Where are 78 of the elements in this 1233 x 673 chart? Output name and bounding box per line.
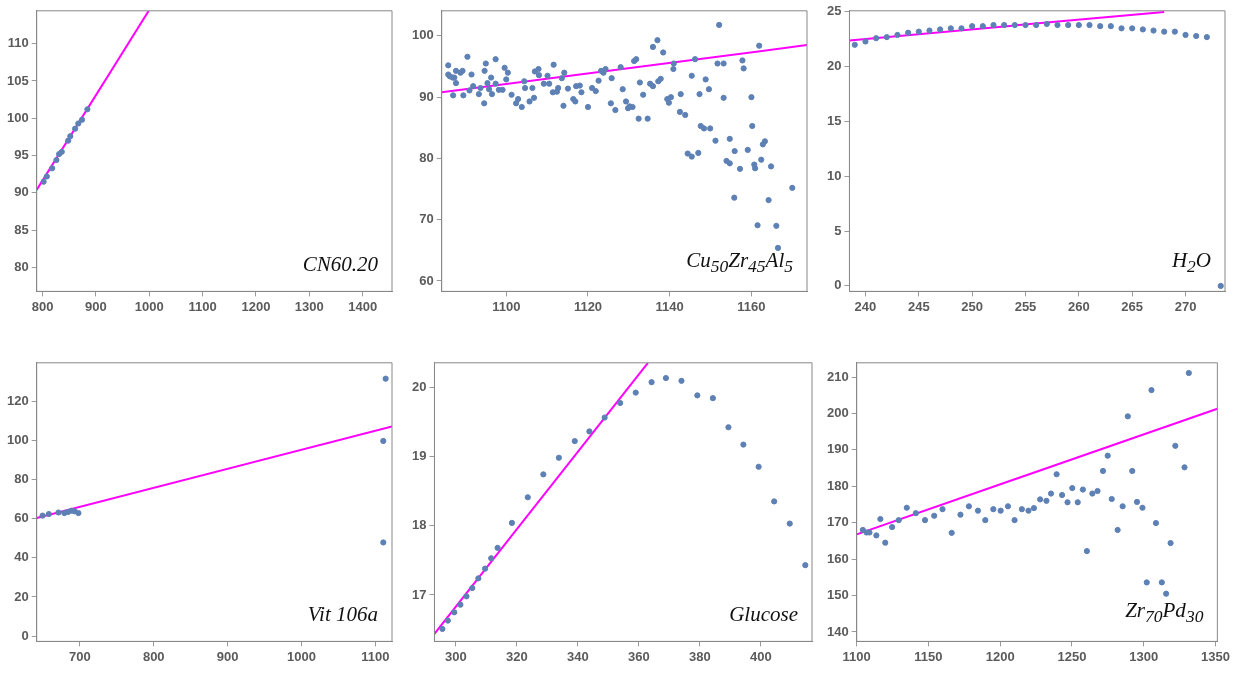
- y-tick-label: 80: [419, 150, 434, 166]
- x-tick-label: 1000: [286, 648, 316, 664]
- x-tick-label: 1120: [573, 298, 603, 314]
- y-tick-label: 200: [826, 405, 849, 420]
- y-tick-label: 120: [6, 392, 29, 408]
- y-tick-label: 19: [411, 447, 427, 463]
- y-tick-label: 150: [826, 587, 849, 603]
- y-tick-label: 17: [411, 586, 427, 602]
- x-tick-label: 1100: [188, 298, 217, 314]
- y-tick-label: 95: [14, 147, 29, 163]
- y-tick-label: 5: [834, 222, 842, 238]
- x-tick-label: 1160: [737, 298, 766, 314]
- y-tick-label: 20: [826, 58, 842, 74]
- y-tick-label: 40: [14, 549, 29, 565]
- y-tick-label: 100: [6, 431, 29, 447]
- y-tick-label: 10: [826, 167, 842, 183]
- x-tick-label: 300: [444, 648, 467, 664]
- y-tick-label: 110: [7, 35, 29, 51]
- y-tick-label: 105: [6, 72, 29, 88]
- y-tick-label: 60: [14, 510, 29, 526]
- x-tick-label: 260: [1067, 298, 1090, 314]
- x-tick-label: 1150: [914, 648, 943, 664]
- annotation: Vit 106a: [307, 602, 378, 628]
- x-tick-label: 340: [566, 648, 589, 664]
- y-tick-label: 70: [419, 211, 434, 227]
- x-tick-label: 1000: [134, 298, 164, 314]
- x-tick-label: 360: [627, 648, 650, 664]
- x-tick-label: 1200: [241, 298, 271, 314]
- x-tick-label: 255: [1014, 298, 1037, 314]
- x-tick-label: 800: [31, 298, 54, 314]
- y-tick-label: 160: [826, 550, 849, 566]
- x-tick-label: 700: [69, 648, 91, 664]
- x-tick-label: 900: [216, 648, 239, 664]
- y-tick-label: 190: [826, 441, 849, 457]
- x-tick-label: 800: [142, 648, 165, 664]
- x-tick-label: 270: [1174, 298, 1197, 314]
- x-tick-label: 1400: [348, 298, 378, 314]
- y-tick-label: 60: [419, 272, 434, 288]
- x-tick-label: 1250: [1057, 648, 1087, 664]
- x-tick-label: 265: [1121, 298, 1144, 314]
- y-tick-label: 20: [14, 588, 29, 604]
- x-tick-label: 380: [688, 648, 711, 664]
- y-tick-label: 20: [411, 378, 427, 394]
- y-tick-label: 90: [419, 88, 434, 104]
- x-tick-label: 900: [85, 298, 107, 314]
- x-tick-label: 245: [907, 298, 930, 314]
- x-tick-label: 320: [505, 648, 528, 664]
- annotation: Cu$_{50}$Zr$_{45}$Al$_{5}$: [686, 248, 793, 278]
- annotation: CN60.20: [302, 252, 378, 278]
- x-tick-label: 1140: [655, 298, 684, 314]
- x-tick-label: 1100: [361, 648, 390, 664]
- x-tick-label: 1200: [985, 648, 1015, 664]
- y-tick-label: 180: [826, 477, 849, 493]
- x-tick-label: 250: [961, 298, 983, 314]
- y-tick-label: 80: [14, 259, 29, 275]
- annotation: Glucose: [729, 602, 798, 628]
- y-tick-label: 100: [411, 27, 434, 43]
- annotation: Zr$_{70}$Pd$_{30}$: [1125, 598, 1204, 628]
- x-tick-label: 400: [749, 648, 772, 664]
- y-tick-label: 210: [826, 368, 849, 384]
- x-tick-label: 1300: [1129, 648, 1159, 664]
- y-tick-label: 170: [826, 514, 849, 530]
- x-tick-label: 1100: [492, 298, 521, 314]
- y-tick-label: 90: [14, 184, 29, 200]
- y-tick-label: 100: [6, 109, 29, 125]
- x-tick-label: 1100: [842, 648, 871, 664]
- y-tick-label: 85: [14, 221, 29, 237]
- x-tick-label: 1300: [294, 298, 324, 314]
- x-tick-label: 240: [854, 298, 877, 314]
- y-tick-label: 25: [826, 3, 842, 19]
- y-tick-label: 18: [411, 517, 427, 533]
- y-tick-label: 15: [826, 113, 842, 129]
- annotation: H$_{2}$O: [1171, 248, 1211, 278]
- y-tick-label: 0: [834, 277, 842, 293]
- y-tick-label: 0: [21, 627, 29, 643]
- x-tick-label: 1350: [1201, 648, 1230, 664]
- y-tick-label: 140: [826, 623, 849, 639]
- y-tick-label: 80: [14, 470, 29, 486]
